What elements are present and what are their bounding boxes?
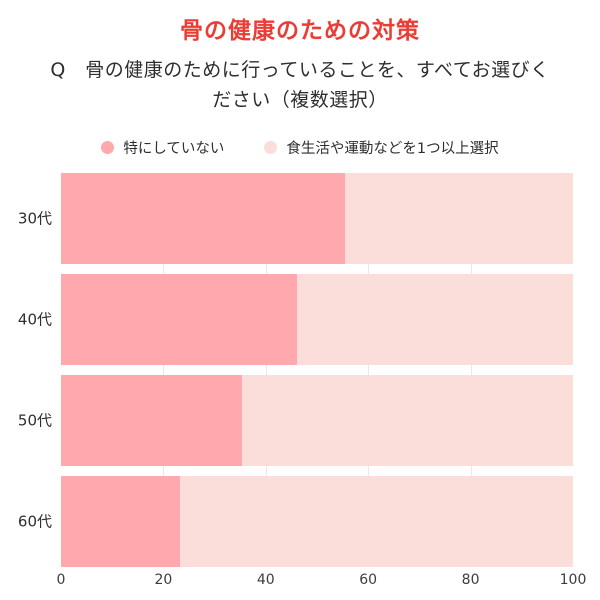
bar-row: 60代 <box>18 475 573 567</box>
question-line-1: Q 骨の健康のために行っていることを、すべてお選びく <box>50 59 550 81</box>
stacked-bar-chart: 30代 40代 50代 60代 0 20 40 60 80 100 <box>18 172 587 596</box>
bar-segment-primary <box>61 475 181 567</box>
bar-segment-secondary <box>180 475 573 567</box>
bar-row: 50代 <box>18 374 573 466</box>
gridline <box>163 172 165 567</box>
question-text: Q 骨の健康のために行っていることを、すべてお選びく ださい（複数選択） <box>0 55 600 116</box>
legend-dot-primary-icon <box>101 140 115 154</box>
bar-row: 30代 <box>18 172 573 264</box>
legend-item-selected: 食生活や運動などを1つ以上選択 <box>264 137 499 158</box>
legend-item-none: 特にしていない <box>101 137 224 158</box>
x-axis-tick-label: 100 <box>559 571 587 588</box>
x-axis-tick-label: 40 <box>256 571 275 588</box>
chart-legend: 特にしていない 食生活や運動などを1つ以上選択 <box>0 137 600 158</box>
x-axis-tick-label: 20 <box>154 571 173 588</box>
bar-segment-primary <box>61 172 346 264</box>
plot-area: 30代 40代 50代 60代 <box>18 172 573 567</box>
y-axis-label: 50代 <box>17 411 52 430</box>
question-line-2: ださい（複数選択） <box>212 89 388 112</box>
gridline <box>368 172 370 567</box>
bar-segment-secondary <box>242 374 573 466</box>
y-axis-label: 40代 <box>17 310 52 329</box>
y-axis-label: 30代 <box>17 209 52 228</box>
legend-label-primary: 特にしていない <box>123 140 225 157</box>
gridline <box>470 172 472 567</box>
bar-segment-primary <box>61 273 298 365</box>
legend-label-secondary: 食生活や運動などを1つ以上選択 <box>286 140 499 157</box>
x-axis-tick-label: 80 <box>461 571 480 588</box>
x-axis: 0 20 40 60 80 100 <box>57 571 587 596</box>
bar-segment-secondary <box>297 273 573 365</box>
bar-row: 40代 <box>18 273 573 365</box>
x-axis-tick-label: 60 <box>359 571 378 588</box>
bar-segment-secondary <box>345 172 573 264</box>
gridline <box>265 172 267 567</box>
x-axis-tick-label: 0 <box>56 571 66 588</box>
bar-segment-primary <box>61 374 243 466</box>
legend-dot-secondary-icon <box>264 140 278 154</box>
page-title: 骨の健康のための対策 <box>180 18 420 44</box>
y-axis-label: 60代 <box>17 512 52 531</box>
